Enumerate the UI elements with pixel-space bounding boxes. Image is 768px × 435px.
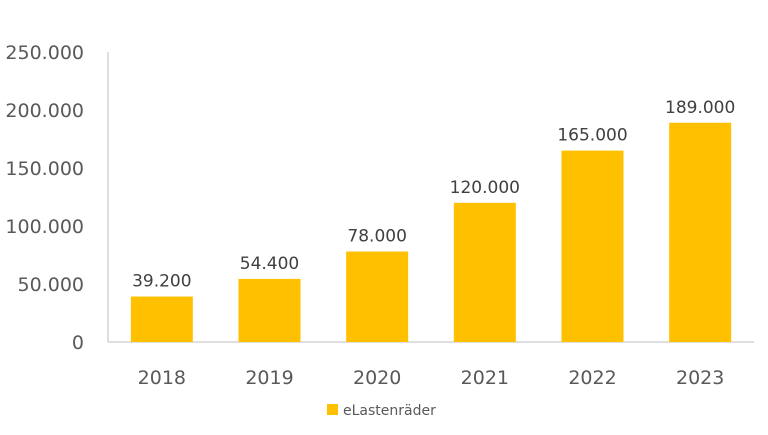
bar-2019 <box>238 278 301 342</box>
legend-swatch <box>327 404 338 415</box>
data-label-2018: 39.200 <box>132 272 191 292</box>
bar-2018 <box>130 296 193 342</box>
y-tick-label: 50.000 <box>18 274 84 296</box>
x-tick-label-2021: 2021 <box>461 367 509 389</box>
bars-group <box>130 122 732 342</box>
x-tick-label-2023: 2023 <box>676 367 724 389</box>
bar-2023 <box>669 122 732 342</box>
y-tick-label: 200.000 <box>5 100 84 122</box>
data-label-2022: 165.000 <box>557 126 627 146</box>
legend-label: eLastenräder <box>343 403 436 419</box>
legend: eLastenräder <box>327 403 436 419</box>
x-tick-label-2019: 2019 <box>245 367 293 389</box>
y-tick-label: 0 <box>72 332 84 354</box>
x-tick-label-2020: 2020 <box>353 367 401 389</box>
x-tick-label-2018: 2018 <box>138 367 186 389</box>
data-label-2023: 189.000 <box>665 98 735 118</box>
y-axis-ticks: 0 50.000 100.000 150.000 200.000 250.000 <box>5 42 84 354</box>
y-tick-label: 250.000 <box>5 42 84 64</box>
bar-2021 <box>453 202 516 342</box>
y-tick-label: 150.000 <box>5 158 84 180</box>
data-label-2019: 54.400 <box>240 254 299 274</box>
data-label-2021: 120.000 <box>450 178 520 198</box>
x-axis-ticks: 2018 2019 2020 2021 2022 2023 <box>138 367 725 389</box>
bar-2020 <box>346 251 409 342</box>
x-tick-label-2022: 2022 <box>568 367 616 389</box>
data-labels-group: 39.200 54.400 78.000 120.000 165.000 189.000 <box>132 98 735 292</box>
y-tick-label: 100.000 <box>5 216 84 238</box>
bar-2022 <box>561 150 624 342</box>
data-label-2020: 78.000 <box>347 227 406 247</box>
